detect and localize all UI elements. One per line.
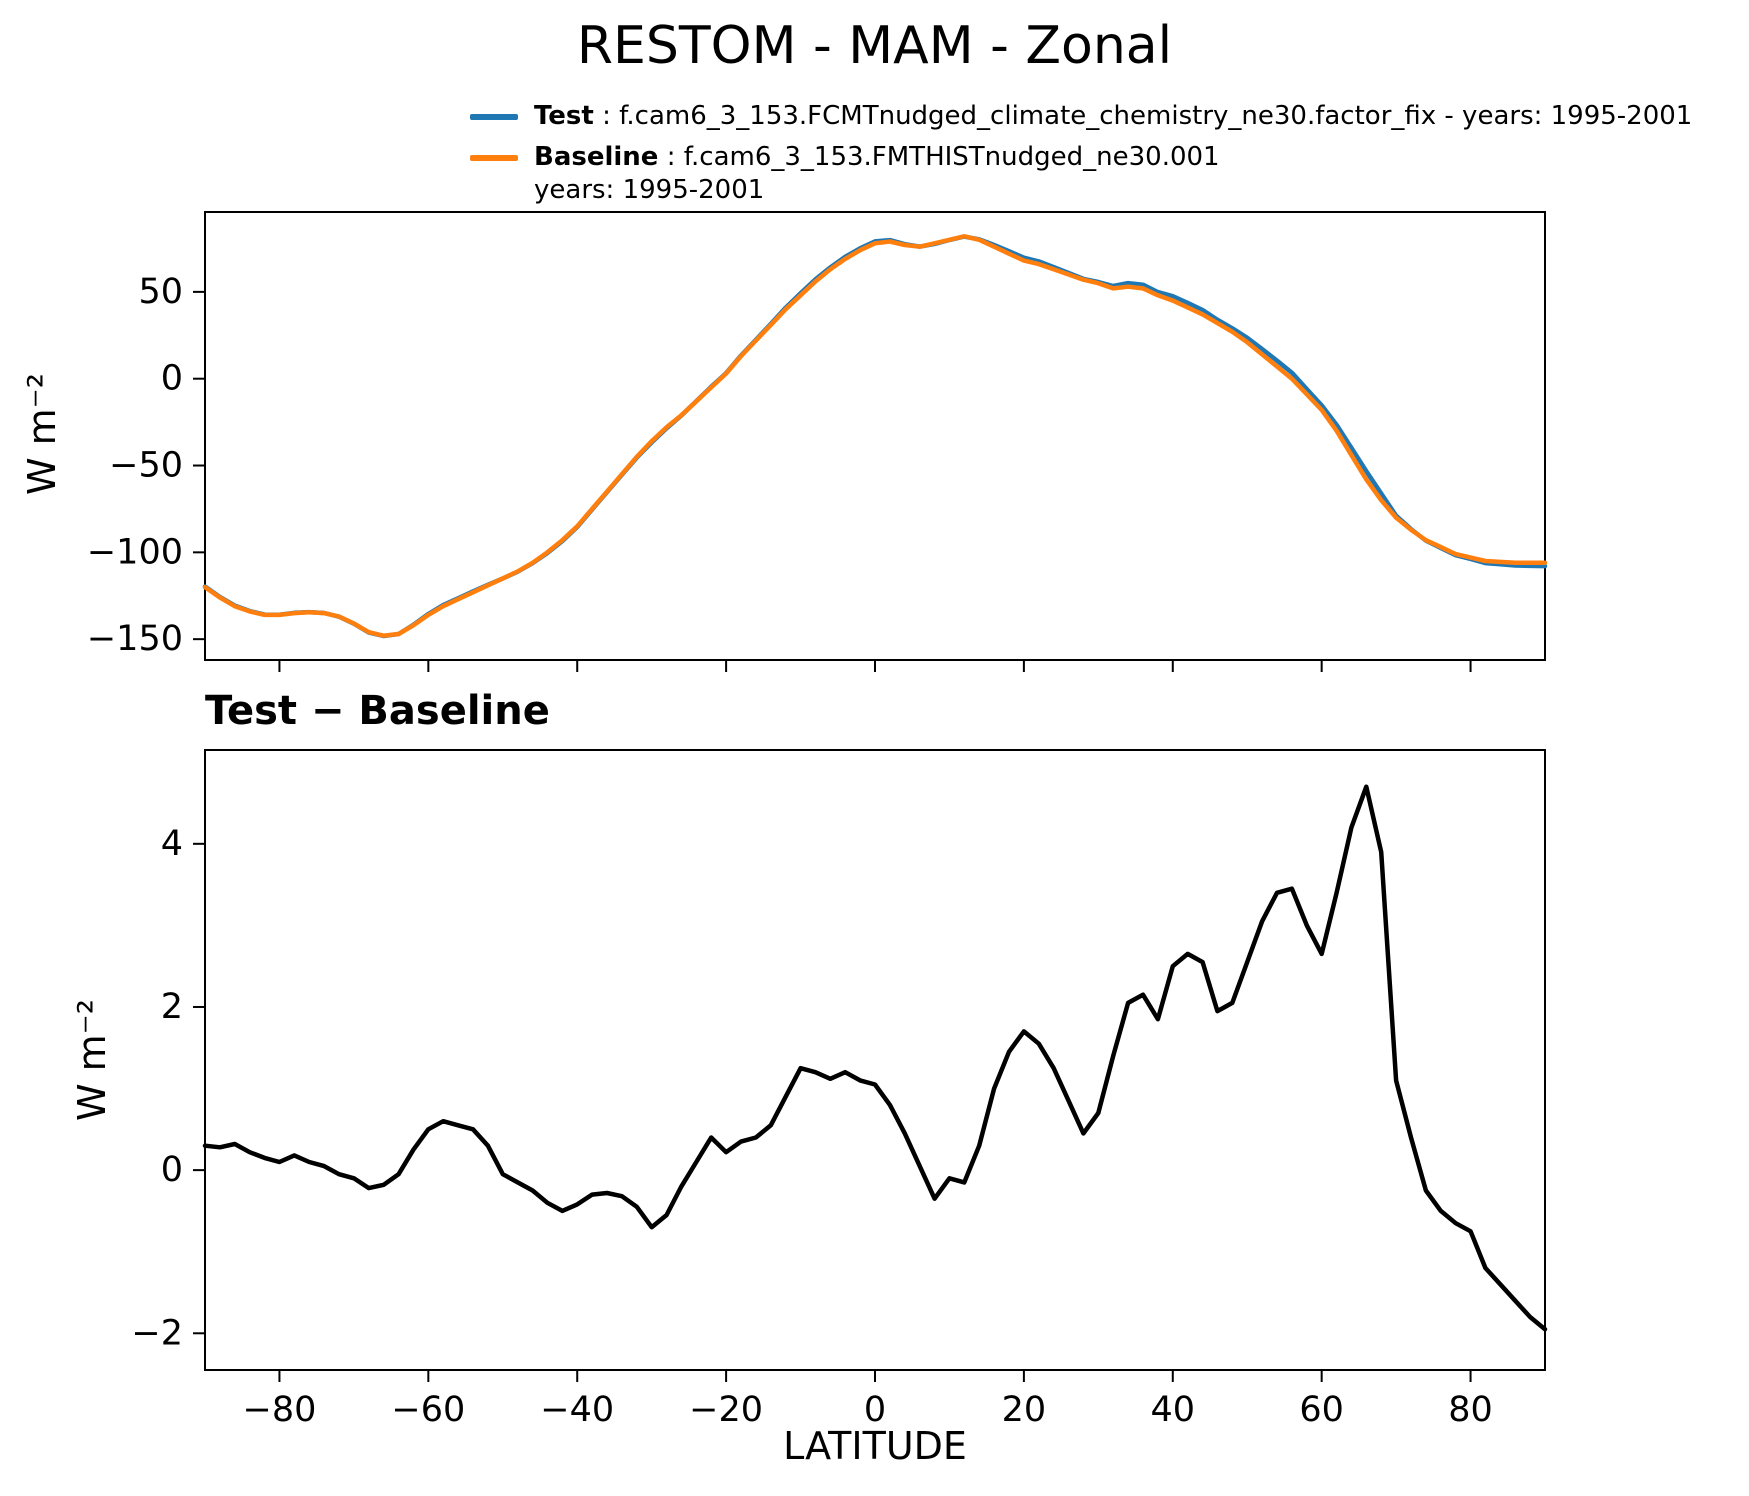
top-y-axis-label: W m⁻² bbox=[20, 373, 64, 495]
series-line-test-baseline bbox=[202, 784, 1548, 1332]
legend-test-label: Test bbox=[534, 101, 594, 131]
y-tick-label: −2 bbox=[131, 1313, 183, 1353]
x-axis-label: LATITUDE bbox=[783, 1424, 967, 1468]
bottom-y-axis-label: W m⁻² bbox=[70, 999, 114, 1121]
y-tick-label: 0 bbox=[161, 1150, 183, 1190]
legend-baseline-desc: : f.cam6_3_153.FMTHISTnudged_ne30.001 bbox=[658, 142, 1220, 172]
legend-item-baseline: Baseline : f.cam6_3_153.FMTHISTnudged_ne… bbox=[470, 141, 1692, 207]
y-tick-label: 2 bbox=[161, 987, 183, 1027]
series-line-test bbox=[202, 234, 1548, 639]
y-tick-label: −150 bbox=[87, 619, 183, 659]
y-tick-label: −50 bbox=[109, 446, 183, 486]
legend-baseline-line1: Baseline : f.cam6_3_153.FMTHISTnudged_ne… bbox=[534, 141, 1220, 174]
legend-test-desc: : f.cam6_3_153.FCMTnudged_climate_chemis… bbox=[593, 101, 1693, 131]
legend-test-text: Test : f.cam6_3_153.FCMTnudged_climate_c… bbox=[534, 100, 1692, 133]
x-tick-label: 0 bbox=[864, 1390, 886, 1430]
legend: Test : f.cam6_3_153.FCMTnudged_climate_c… bbox=[470, 100, 1692, 215]
figure-title: RESTOM - MAM - Zonal bbox=[576, 16, 1173, 76]
legend-baseline-label: Baseline bbox=[534, 142, 659, 172]
x-tick-label: 60 bbox=[1299, 1390, 1344, 1430]
test-line-swatch bbox=[470, 114, 518, 120]
legend-baseline-years: years: 1995-2001 bbox=[534, 175, 765, 205]
y-tick-label: 4 bbox=[161, 824, 183, 864]
baseline-line-swatch bbox=[470, 155, 518, 161]
x-tick-label: 80 bbox=[1448, 1390, 1493, 1430]
legend-baseline-text: Baseline : f.cam6_3_153.FMTHISTnudged_ne… bbox=[534, 141, 1220, 207]
diff-panel-title: Test − Baseline bbox=[205, 688, 550, 734]
y-tick-label: 50 bbox=[138, 272, 183, 312]
y-tick-label: 0 bbox=[161, 359, 183, 399]
x-tick-label: 40 bbox=[1151, 1390, 1196, 1430]
legend-item-test: Test : f.cam6_3_153.FCMTnudged_climate_c… bbox=[470, 100, 1692, 133]
x-tick-label: −60 bbox=[391, 1390, 465, 1430]
diff-panel-axes-box bbox=[204, 749, 1546, 1371]
x-tick-label: −80 bbox=[243, 1390, 317, 1430]
x-tick-label: 20 bbox=[1002, 1390, 1047, 1430]
series-line-baseline bbox=[202, 234, 1548, 638]
x-tick-label: −40 bbox=[540, 1390, 614, 1430]
x-tick-label: −20 bbox=[689, 1390, 763, 1430]
top-panel: 50 0 −50 −100 −150 bbox=[87, 211, 1548, 672]
y-tick-label: −100 bbox=[87, 532, 183, 572]
